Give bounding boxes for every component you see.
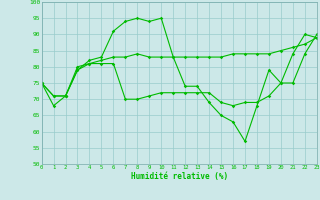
X-axis label: Humidité relative (%): Humidité relative (%) <box>131 172 228 181</box>
